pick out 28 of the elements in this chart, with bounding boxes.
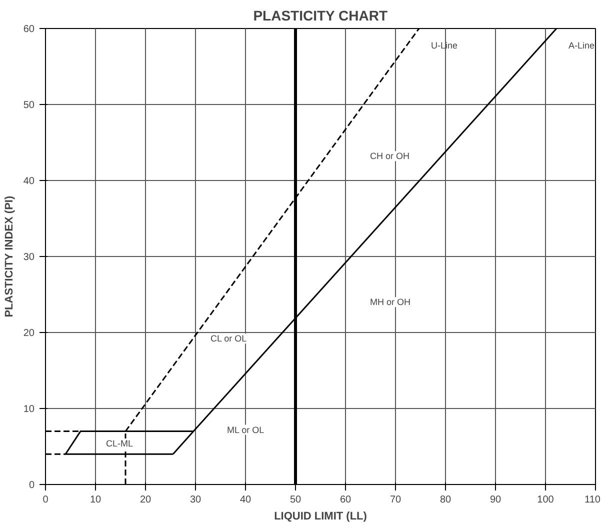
annotation: MH or OH (370, 297, 410, 308)
x-tick-label: 40 (240, 494, 252, 506)
x-tick-label: 90 (490, 494, 502, 506)
x-axis-title: LIQUID LIMIT (LL) (274, 510, 368, 522)
annotation: CL or OL (210, 334, 247, 344)
series-label: A-Line (568, 40, 595, 50)
x-tick-label: 50 (290, 494, 302, 506)
y-tick-label: 30 (23, 252, 35, 263)
x-tick-label: 20 (140, 494, 152, 506)
x-tick-label: 30 (190, 494, 202, 506)
annotation: CL-ML (106, 438, 134, 448)
x-tick-label: 80 (440, 494, 452, 506)
chart-title: PLASTICITY CHART (253, 8, 388, 24)
y-tick-label: 60 (23, 24, 35, 35)
x-tick-label: 70 (390, 494, 402, 506)
x-tick-label: 110 (584, 494, 601, 506)
y-tick-label: 40 (23, 176, 35, 187)
annotation: ML or OL (227, 424, 264, 435)
y-tick-label: 50 (23, 100, 35, 111)
y-tick-label: 10 (23, 404, 35, 415)
y-tick-label: 20 (23, 328, 35, 339)
annotation: CH or OH (370, 151, 410, 162)
y-axis-title: PLASTICITY INDEX (PI) (3, 196, 16, 318)
x-tick-label: 0 (42, 494, 49, 506)
x-tick-label: 100 (537, 494, 554, 506)
y-tick-label: 0 (28, 480, 35, 491)
x-tick-label: 60 (340, 494, 352, 506)
x-tick-label: 10 (90, 494, 102, 506)
